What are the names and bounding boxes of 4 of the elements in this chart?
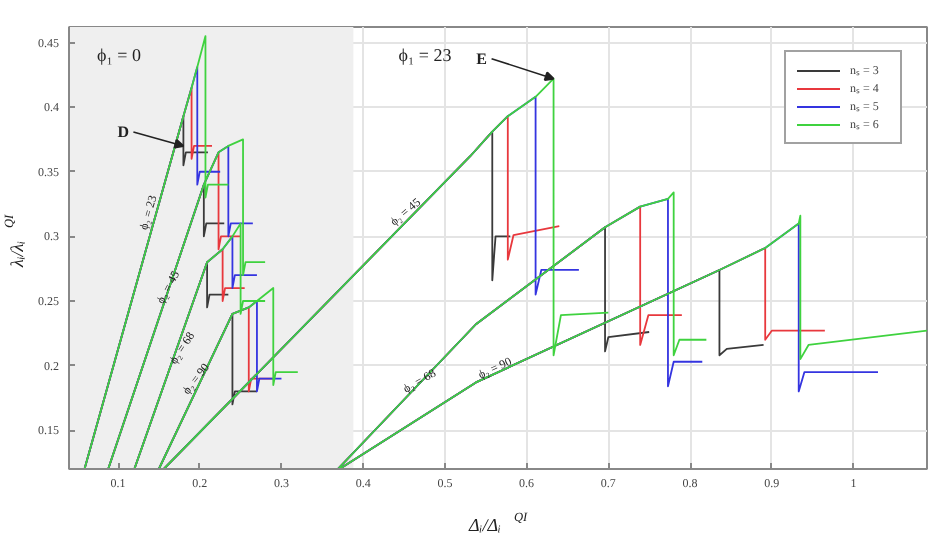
annotation: ϕ₁ = 23 [398, 45, 453, 65]
annotation: ϕ₁ = 0 [97, 45, 142, 65]
annotation: D [117, 122, 130, 141]
annotation: E [476, 49, 487, 68]
